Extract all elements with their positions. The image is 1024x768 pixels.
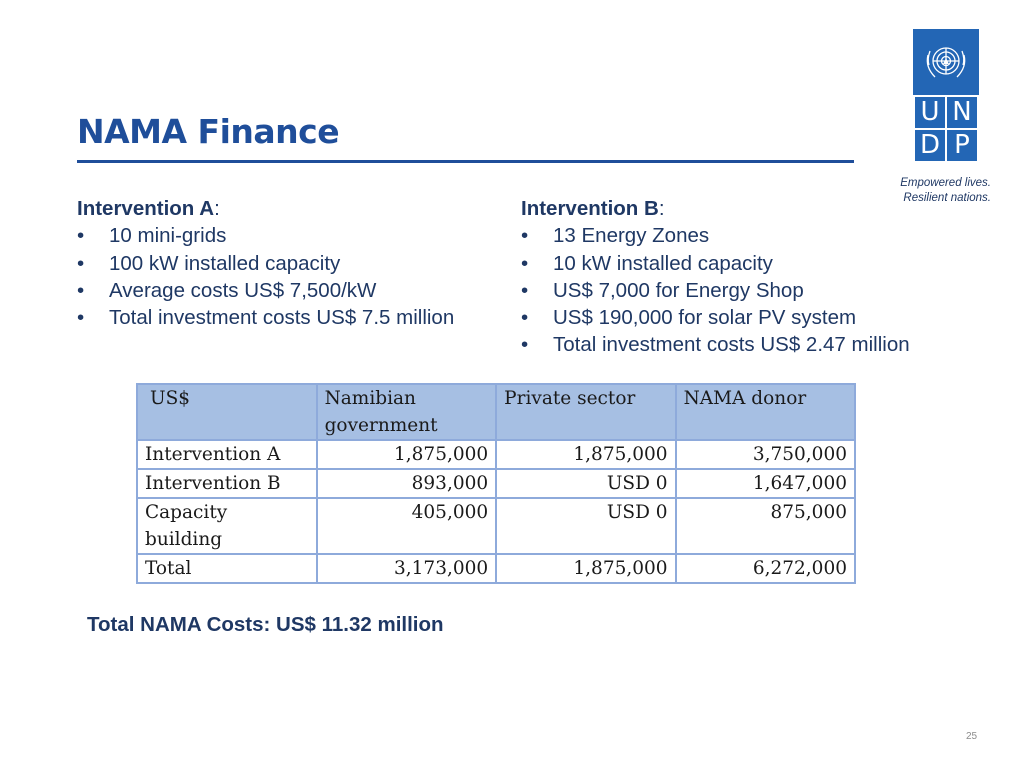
table-cell: 3,173,000 (315, 553, 498, 584)
logo-letter: P (947, 130, 977, 161)
logo-letter: N (947, 97, 977, 128)
intervention-a-block: Intervention A: • 10 mini-grids • 100 kW i… (77, 195, 454, 331)
table-cell: 3,750,000 (674, 439, 857, 470)
table-cell: 875,000 (674, 497, 857, 555)
intervention-b-list: • 13 Energy Zones • 10 kW installed capaci… (521, 222, 910, 358)
tagline-line: Empowered lives. (900, 177, 991, 189)
table-cell: 1,875,000 (315, 439, 498, 470)
table-cell: USD 0 (495, 468, 677, 499)
list-item: • Total investment costs US$ 2.47 million (521, 333, 910, 357)
finance-table: US$ Namibian government Private sector N… (136, 383, 857, 584)
header-cell: NAMA donor (674, 383, 857, 441)
title-underline (77, 160, 854, 163)
intervention-a-heading: Intervention A: (77, 197, 220, 220)
row-label: Capacity building (136, 497, 318, 555)
intervention-b-heading: Intervention B: (521, 197, 665, 220)
row-label: Total (136, 553, 318, 584)
list-item: • 13 Energy Zones (521, 224, 710, 248)
page-number: 25 (966, 731, 978, 742)
total-nama-costs: Total NAMA Costs: US$ 11.32 million (87, 613, 444, 636)
intervention-b-block: Intervention B: • 13 Energy Zones • 10 kW … (521, 195, 910, 359)
slide-title: NAMA Finance (77, 112, 340, 151)
table-cell: 405,000 (315, 497, 498, 555)
table-cell: 1,647,000 (674, 468, 857, 499)
table-cell: 1,875,000 (495, 553, 677, 584)
list-item: • US$ 190,000 for solar PV system (521, 306, 857, 330)
table-row: Intervention A 1,875,000 1,875,000 3,750… (136, 439, 857, 470)
logo-letter: D (915, 130, 945, 161)
un-emblem-icon (913, 29, 979, 95)
row-label: Intervention B (136, 468, 318, 499)
list-item: • 10 mini-grids (77, 224, 227, 248)
table-header-row: US$ Namibian government Private sector N… (136, 383, 857, 441)
list-item: • 10 kW installed capacity (521, 251, 773, 275)
logo-letter: U (915, 97, 945, 128)
list-item: • Average costs US$ 7,500/kW (77, 278, 377, 302)
table-cell: 1,875,000 (495, 439, 677, 470)
tagline-line: Resilient nations. (903, 192, 991, 204)
list-item: • US$ 7,000 for Energy Shop (521, 278, 804, 302)
undp-logo: U N D P (913, 29, 979, 162)
header-cell: Namibian government (315, 383, 498, 441)
header-cell: Private sector (495, 383, 677, 441)
undp-letter-grid: U N D P (913, 95, 979, 162)
table-row: Intervention B 893,000 USD 0 1,647,000 (136, 468, 857, 499)
intervention-a-list: • 10 mini-grids • 100 kW installed capacit… (77, 222, 454, 331)
header-cell: US$ (136, 383, 318, 441)
table-row: Capacity building 405,000 USD 0 875,000 (136, 497, 857, 555)
table-cell: 893,000 (315, 468, 498, 499)
table-cell: 6,272,000 (674, 553, 857, 584)
list-item: • Total investment costs US$ 7.5 million (77, 306, 455, 330)
list-item: • 100 kW installed capacity (77, 251, 341, 275)
table-cell: USD 0 (495, 497, 677, 555)
undp-tagline: Empowered lives. Resilient nations. (880, 176, 991, 206)
row-label: Intervention A (136, 439, 318, 470)
table-row: Total 3,173,000 1,875,000 6,272,000 (136, 553, 857, 584)
